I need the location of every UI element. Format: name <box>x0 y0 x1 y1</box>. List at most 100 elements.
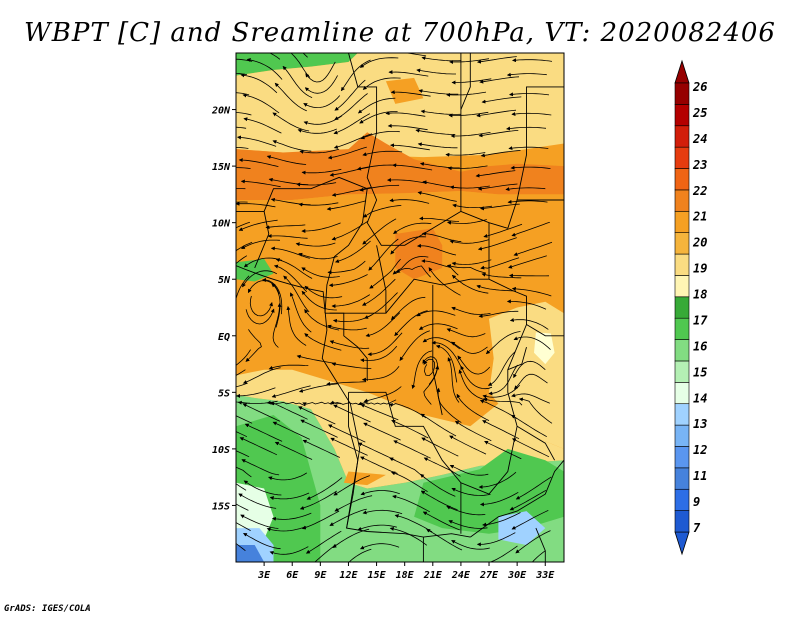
streamline <box>423 457 461 477</box>
streamline <box>302 401 341 406</box>
streamline <box>388 70 429 77</box>
map-frame <box>235 52 565 563</box>
streamline <box>332 528 370 549</box>
streamline <box>446 264 487 274</box>
streamline <box>451 259 492 266</box>
streamline <box>273 264 308 293</box>
colorbar-swatch <box>674 360 690 383</box>
streamline <box>361 366 400 382</box>
colorbar-label: 11 <box>693 469 707 483</box>
streamline <box>390 236 427 255</box>
streamline <box>511 414 547 438</box>
streamline <box>268 364 309 370</box>
streamline <box>331 294 371 309</box>
streamline <box>305 61 336 83</box>
colorbar-label: 18 <box>693 288 707 302</box>
streamline <box>333 133 373 149</box>
streamline <box>286 305 307 346</box>
lon-tick-label: 21E <box>423 570 443 581</box>
streamline <box>518 397 553 424</box>
country-border <box>470 459 564 538</box>
streamline <box>389 198 430 204</box>
streamline <box>298 202 339 207</box>
streamline <box>509 489 547 511</box>
streamline <box>327 146 367 160</box>
streamline <box>514 373 548 390</box>
streamline <box>392 163 433 171</box>
streamline <box>270 401 308 420</box>
streamline <box>511 286 552 297</box>
streamline <box>283 275 310 313</box>
streamline <box>243 117 282 134</box>
streamline <box>478 310 519 319</box>
streamline <box>357 164 397 171</box>
region-lake-victoria <box>534 332 555 365</box>
streamline <box>458 369 487 401</box>
streamline <box>418 89 459 95</box>
streamline <box>509 92 550 97</box>
streamline <box>511 221 550 237</box>
streamline <box>297 128 337 134</box>
streamline <box>274 441 313 460</box>
streamline <box>236 241 253 252</box>
streamline <box>367 332 403 357</box>
streamline <box>431 340 463 370</box>
streamline <box>329 340 370 349</box>
streamline <box>457 355 491 375</box>
longitude-axis: 3E 6E 9E 12E 15E 18E 21E 24E 27E 30E 33E <box>257 562 555 581</box>
streamline <box>422 511 460 531</box>
colorbar-swatch <box>674 296 690 319</box>
colorbar-swatch <box>674 488 690 511</box>
streamline <box>479 399 518 419</box>
streamline <box>423 358 436 377</box>
colorbar-swatch <box>674 253 690 276</box>
streamline <box>460 365 493 390</box>
colorbar-swatch <box>674 339 690 362</box>
streamline <box>236 188 246 190</box>
streamline <box>369 258 401 289</box>
streamline <box>301 222 341 233</box>
streamline <box>362 150 403 157</box>
streamline <box>236 201 276 208</box>
lat-tick-label: 15N <box>212 162 231 173</box>
colorbar-swatch <box>674 467 690 490</box>
colorbar-swatch <box>674 424 690 447</box>
streamline <box>450 132 491 139</box>
colorbar-label: 9 <box>693 495 700 509</box>
streamline <box>393 222 432 234</box>
lat-tick-label: 20N <box>211 106 231 117</box>
streamline <box>298 383 339 393</box>
streamline <box>266 400 306 407</box>
streamline <box>360 490 400 496</box>
streamline <box>512 58 553 63</box>
streamline <box>478 130 519 138</box>
colorbar-swatch <box>674 382 690 405</box>
streamline <box>238 493 277 509</box>
streamline <box>419 162 460 169</box>
lat-tick-label: EQ <box>218 332 230 343</box>
lat-tick-label: 10S <box>212 445 230 456</box>
colorbar-swatch <box>674 403 690 426</box>
streamline <box>447 219 487 225</box>
region-north-orange-patch <box>385 77 424 104</box>
streamline <box>505 187 546 192</box>
streamline <box>236 466 252 478</box>
streamline <box>272 421 310 440</box>
streamline <box>236 387 276 398</box>
streamline <box>333 404 371 423</box>
streamline <box>314 544 337 562</box>
streamline <box>477 56 517 64</box>
streamline <box>331 220 369 241</box>
streamline <box>387 123 428 131</box>
streamline <box>246 58 283 80</box>
streamline <box>243 257 283 268</box>
streamline <box>236 431 248 438</box>
streamline <box>363 386 402 403</box>
streamline <box>236 58 253 62</box>
streamline <box>419 216 460 222</box>
streamline <box>479 491 519 507</box>
streamline <box>421 56 462 62</box>
streamline <box>449 464 489 476</box>
colorbar-label: 26 <box>692 80 707 94</box>
streamline <box>481 272 522 279</box>
